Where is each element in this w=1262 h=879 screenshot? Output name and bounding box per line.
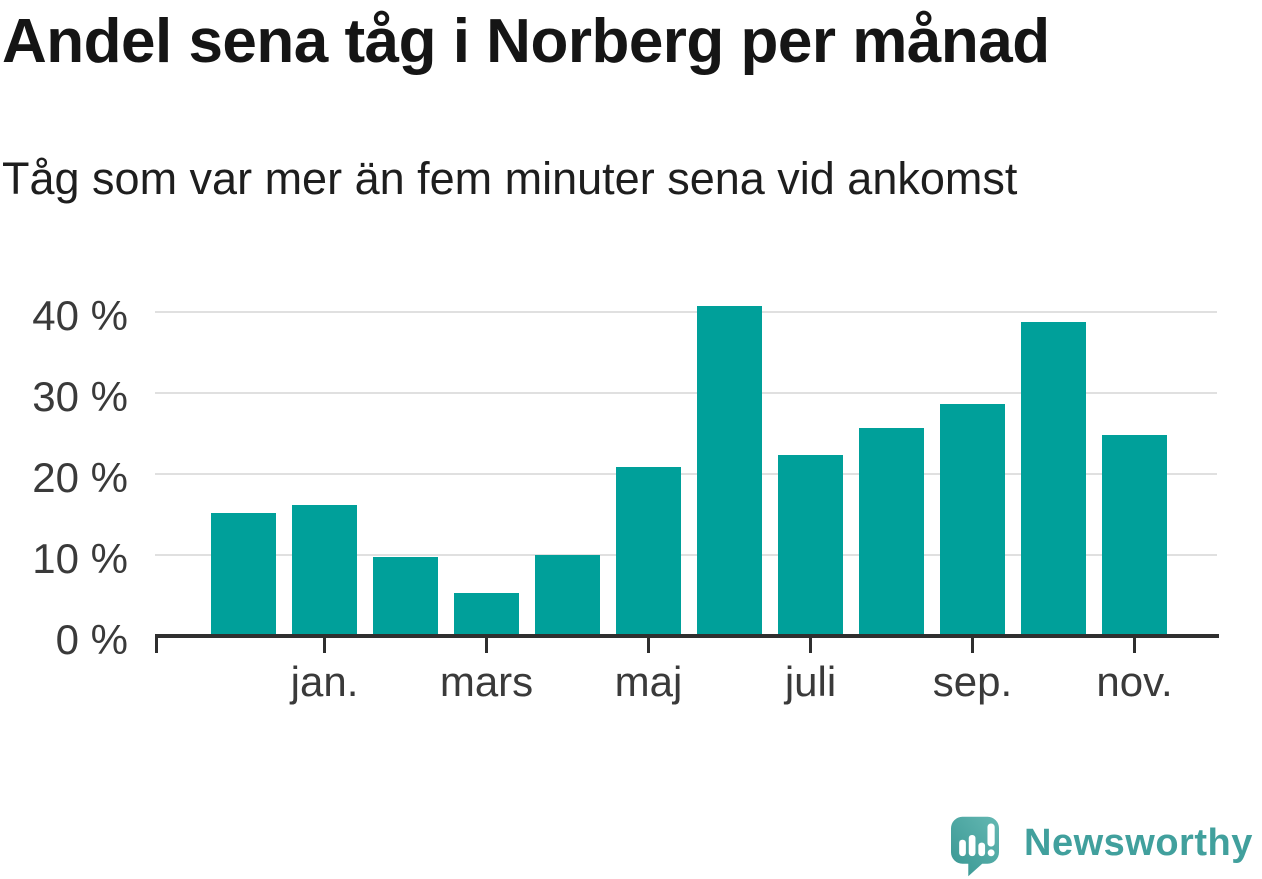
bar-3 xyxy=(373,557,438,636)
bar-11 xyxy=(1021,322,1086,636)
chart-title: Andel sena tåg i Norberg per månad xyxy=(2,7,1050,76)
logo-bar-2 xyxy=(968,834,976,857)
newsworthy-logo: Newsworthy xyxy=(951,816,1252,877)
bar-8 xyxy=(778,455,843,636)
logo-exclamation-bar xyxy=(987,823,995,847)
bar-10 xyxy=(940,404,1005,636)
x-axis-label-nov.: nov. xyxy=(1096,658,1173,705)
x-axis-line xyxy=(155,634,1219,638)
y-axis-label: 0 % xyxy=(55,616,128,663)
x-axis-tick-juli xyxy=(809,638,812,653)
x-axis-label-mars: mars xyxy=(439,658,534,705)
x-axis-tick-jan. xyxy=(323,638,326,653)
x-axis-label-maj: maj xyxy=(614,658,683,705)
bar-1 xyxy=(211,513,276,636)
bar-5 xyxy=(535,555,600,636)
y-axis-label: 10 % xyxy=(32,535,128,582)
newsworthy-wordmark: Newsworthy xyxy=(1024,822,1253,864)
x-axis-tick-mars xyxy=(485,638,488,653)
x-axis-label-sep.: sep. xyxy=(932,658,1013,705)
x-axis-tick-nov. xyxy=(1133,638,1136,653)
x-axis-tick-maj xyxy=(647,638,650,653)
x-axis-tick-sep. xyxy=(971,638,974,653)
gridline-20 xyxy=(155,473,1217,475)
x-axis-label-jan.: jan. xyxy=(290,658,359,705)
logo-bar-3 xyxy=(978,842,986,857)
bar-2 xyxy=(292,505,357,636)
bar-6 xyxy=(616,467,681,636)
logo-exclamation-dot xyxy=(987,849,995,857)
bar-4 xyxy=(454,593,519,636)
gridline-10 xyxy=(155,554,1217,556)
chart-subtitle: Tåg som var mer än fem minuter sena vid … xyxy=(2,153,1018,204)
gridline-30 xyxy=(155,392,1217,394)
y-axis-label: 20 % xyxy=(32,454,128,501)
x-axis-origin-tick xyxy=(155,638,158,653)
x-axis-label-juli: juli xyxy=(784,658,837,705)
bar-9 xyxy=(859,428,924,636)
y-axis-label: 40 % xyxy=(32,292,128,339)
y-axis-label: 30 % xyxy=(32,373,128,420)
gridline-40 xyxy=(155,311,1217,313)
bar-12 xyxy=(1102,435,1167,636)
bar-7 xyxy=(697,306,762,636)
newsworthy-logo-icon xyxy=(951,816,999,877)
logo-bar-1 xyxy=(959,839,966,857)
